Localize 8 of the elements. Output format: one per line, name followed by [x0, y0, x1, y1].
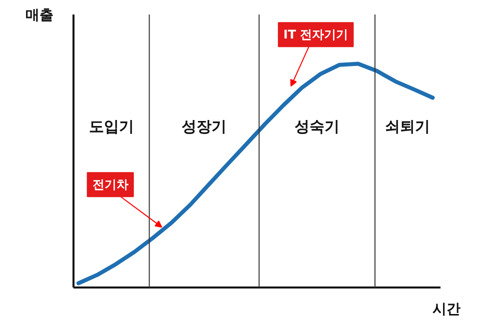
x-axis-title: 시간	[432, 302, 460, 318]
annotation: 도입기	[88, 117, 134, 136]
y-axis-title: 매출	[26, 8, 54, 24]
annotation: 성숙기	[294, 117, 340, 136]
annotation: 쇠퇴기	[385, 117, 430, 136]
annotation: 전기차	[92, 178, 128, 192]
text: IT 전자기기	[283, 28, 348, 42]
annotation: 성장기	[182, 117, 227, 136]
